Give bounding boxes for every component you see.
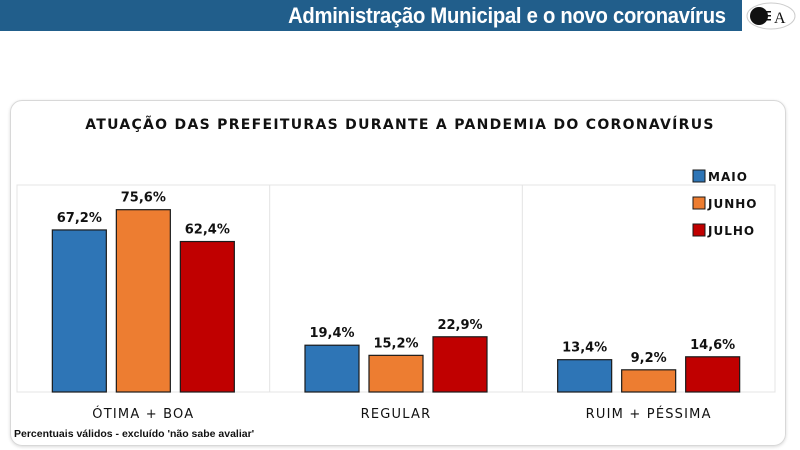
bar-julho <box>179 240 235 393</box>
lea-logo: A <box>746 2 796 30</box>
legend-label: JUNHO <box>707 197 758 211</box>
data-label: 19,4% <box>309 326 354 341</box>
data-label: 75,6% <box>121 191 166 206</box>
category-label: RUIM + PÉSSIMA <box>586 406 712 422</box>
category-label: ÓTIMA + BOA <box>92 406 194 422</box>
bar-maio <box>304 344 360 393</box>
bar-junho <box>368 354 424 393</box>
svg-text:A: A <box>774 10 786 27</box>
data-label: 15,2% <box>373 336 418 351</box>
bar-maio <box>51 229 107 393</box>
data-label: 9,2% <box>631 351 667 366</box>
category-label: REGULAR <box>361 407 432 422</box>
footnote: Percentuais válidos - excluído 'não sabe… <box>14 428 255 440</box>
header-bar: Administração Municipal e o novo coronav… <box>0 0 742 31</box>
legend-swatch-maio <box>692 169 706 183</box>
bar-julho <box>432 336 488 393</box>
data-label: 22,9% <box>437 318 482 333</box>
legend-label: JULHO <box>707 224 755 238</box>
legend-label: MAIO <box>708 170 748 184</box>
legend-swatch-junho <box>692 196 706 210</box>
data-label: 62,4% <box>185 223 230 238</box>
legend-swatch-julho <box>692 223 706 237</box>
bar-junho <box>115 209 171 393</box>
data-label: 13,4% <box>562 341 607 356</box>
data-label: 67,2% <box>57 211 102 226</box>
header-title: Administração Municipal e o novo coronav… <box>288 3 726 28</box>
chart-card <box>10 100 786 446</box>
chart-title: ATUAÇÃO DAS PREFEITURAS DURANTE A PANDEM… <box>85 117 715 133</box>
data-label: 14,6% <box>690 338 735 353</box>
bar-junho <box>621 369 677 393</box>
bar-julho <box>685 356 741 393</box>
bar-maio <box>557 359 613 393</box>
